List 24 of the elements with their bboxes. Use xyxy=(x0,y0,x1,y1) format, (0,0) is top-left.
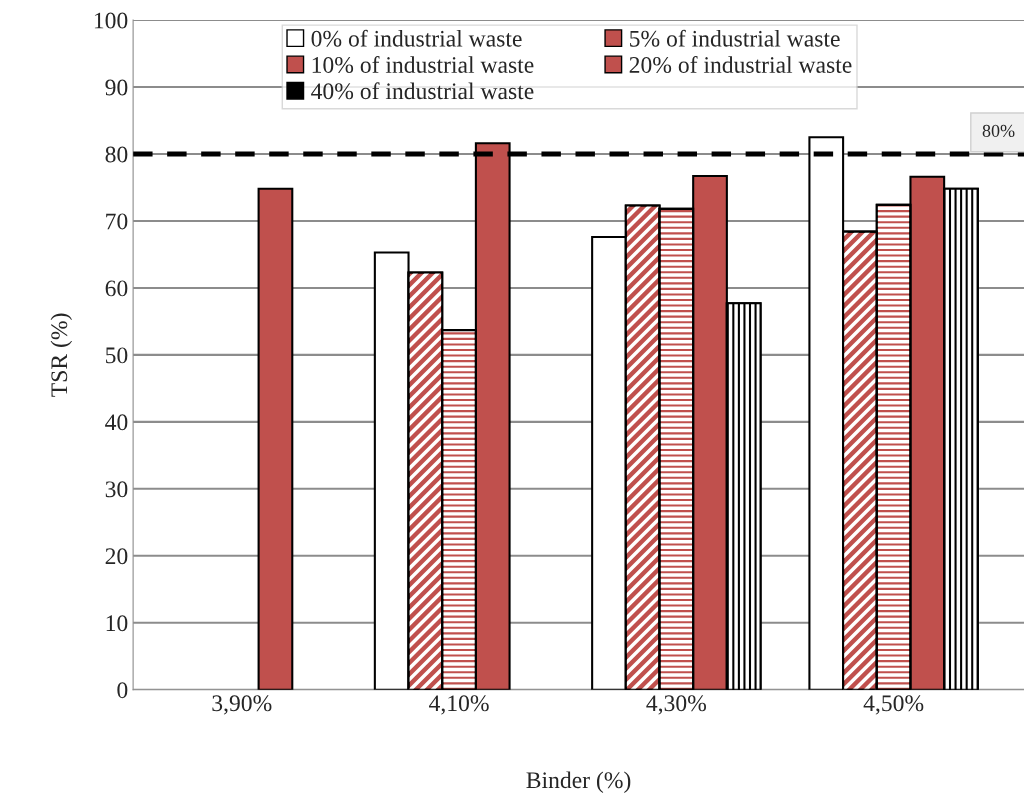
y-tick-label: 10 xyxy=(106,615,128,632)
y-tick-label: 40 xyxy=(105,414,128,431)
y-axis-title: TSR (%) xyxy=(50,313,73,397)
legend-label: 10% of industrial waste xyxy=(312,56,534,73)
y-tick-label: 90 xyxy=(105,79,128,96)
y-tick-label: 60 xyxy=(105,280,128,297)
legend-label: 40% of industrial waste xyxy=(311,82,534,100)
ref-line-label: 80% xyxy=(982,124,1015,137)
y-tick-label: 0 xyxy=(117,682,128,699)
y-tick-label: 80 xyxy=(105,146,128,163)
y-tick-label: 50 xyxy=(106,347,128,364)
x-tick-label: 4,50% xyxy=(863,695,924,715)
x-tick-label: 4,10% xyxy=(429,695,489,715)
legend-label: 0% of industrial waste xyxy=(311,29,522,47)
x-tick-label: 4,30% xyxy=(646,695,707,715)
y-tick-label: 20 xyxy=(105,548,128,565)
bar xyxy=(257,187,294,690)
y-tick-label: 100 xyxy=(94,12,128,29)
y-tick-label: 30 xyxy=(105,481,128,498)
x-axis-title: Binder (%) xyxy=(526,771,631,793)
legend-label: 5% of industrial waste xyxy=(630,29,840,47)
legend-label: 20% of industrial waste xyxy=(629,56,852,73)
y-tick-label: 70 xyxy=(106,213,128,230)
x-tick-label: 3,90% xyxy=(212,695,272,715)
